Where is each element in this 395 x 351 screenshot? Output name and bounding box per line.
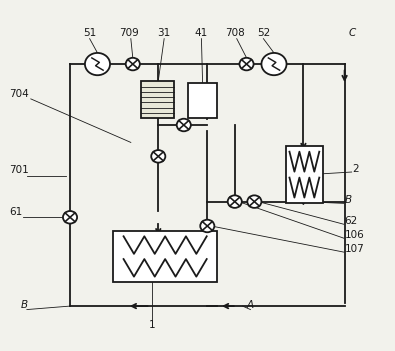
Text: 51: 51 — [83, 28, 96, 38]
Text: 61: 61 — [9, 207, 23, 217]
Circle shape — [261, 53, 286, 75]
Circle shape — [247, 196, 261, 208]
Bar — [286, 146, 323, 203]
Text: 704: 704 — [9, 89, 29, 99]
Text: 708: 708 — [225, 28, 245, 38]
Circle shape — [228, 196, 242, 208]
Text: C: C — [349, 28, 356, 38]
Bar — [188, 83, 217, 118]
Circle shape — [126, 58, 140, 70]
Text: 2: 2 — [352, 164, 359, 174]
Text: 709: 709 — [119, 28, 139, 38]
Circle shape — [239, 58, 254, 70]
Circle shape — [63, 211, 77, 224]
Text: 52: 52 — [257, 28, 270, 38]
Circle shape — [85, 53, 110, 75]
Text: A: A — [246, 299, 254, 310]
Circle shape — [177, 119, 191, 131]
Text: 107: 107 — [344, 244, 364, 254]
Circle shape — [200, 220, 214, 232]
Text: 701: 701 — [9, 166, 29, 176]
Text: 41: 41 — [195, 28, 208, 38]
Text: 62: 62 — [344, 216, 358, 226]
Bar — [141, 81, 174, 118]
Circle shape — [151, 150, 166, 163]
Text: 31: 31 — [158, 28, 171, 38]
Text: 1: 1 — [149, 320, 156, 330]
Text: B: B — [21, 299, 28, 310]
Text: B: B — [344, 195, 352, 205]
Text: 106: 106 — [344, 230, 364, 240]
Bar — [113, 231, 217, 282]
